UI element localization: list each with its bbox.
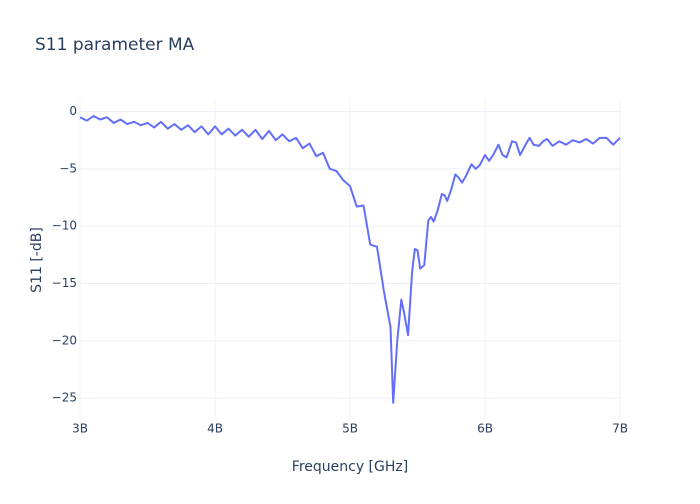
x-axis-label: Frequency [GHz]: [292, 459, 408, 475]
y-tick-label: −15: [52, 276, 77, 290]
y-tick-label: −5: [59, 161, 77, 175]
x-tick-label: 7B: [612, 422, 628, 436]
chart-title: S11 parameter MA: [35, 35, 195, 55]
x-tick-label: 5B: [342, 422, 358, 436]
y-tick-label: −20: [52, 333, 77, 347]
y-tick-label: −10: [52, 219, 77, 233]
line: [79, 115, 621, 404]
y-axis-label: S11 [-dB]: [29, 227, 45, 293]
y-tick-label: −25: [52, 391, 77, 405]
x-tick-label: 4B: [207, 422, 223, 436]
y-tick-label: 0: [69, 104, 77, 118]
x-tick-label: 3B: [72, 422, 88, 436]
x-tick-label: 6B: [477, 422, 493, 436]
